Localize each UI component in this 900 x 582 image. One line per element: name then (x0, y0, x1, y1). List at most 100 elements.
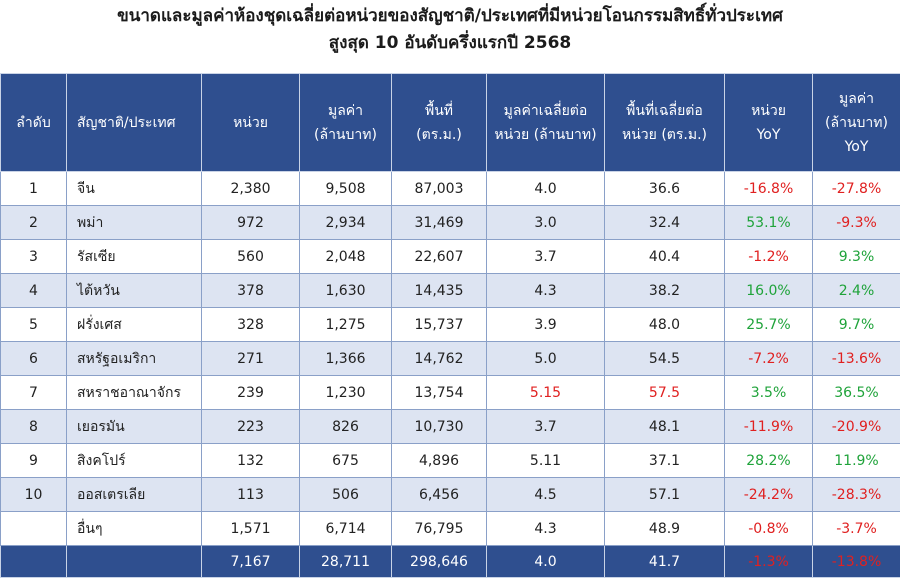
cell-value: 2,934 (299, 205, 392, 240)
cell-units-yoy: 3.5% (724, 375, 813, 410)
cell-rank: 6 (0, 341, 67, 376)
cell-country: อื่นๆ (66, 511, 202, 546)
cell-avg-value: 4.3 (486, 511, 605, 546)
cell-value-yoy: -13.6% (812, 341, 900, 376)
cell-avg-value: 5.15 (486, 375, 605, 410)
header-value: มูลค่า (ล้านบาท) (299, 73, 392, 172)
cell-units-yoy: 28.2% (724, 443, 813, 478)
cell-value: 826 (299, 409, 392, 444)
cell-value: 9,508 (299, 171, 392, 206)
cell-avg-area: 38.2 (604, 273, 725, 308)
total-rank (0, 545, 67, 578)
data-table: ลำดับ สัญชาติ/ประเทศ หน่วย มูลค่า (ล้านบา… (0, 73, 900, 578)
cell-units: 328 (201, 307, 300, 342)
cell-value: 1,630 (299, 273, 392, 308)
cell-avg-area: 57.5 (604, 375, 725, 410)
cell-avg-area: 54.5 (604, 341, 725, 376)
table-row: 5 ฝรั่งเศส 328 1,275 15,737 3.9 48.0 25.7% 9.7% (0, 307, 900, 342)
cell-rank: 4 (0, 273, 67, 308)
cell-avg-area: 48.0 (604, 307, 725, 342)
cell-value-yoy: -3.7% (812, 511, 900, 546)
header-avg-value: มูลค่าเฉลี่ยต่อ หน่วย (ล้านบาท) (486, 73, 605, 172)
cell-value: 1,275 (299, 307, 392, 342)
cell-units: 1,571 (201, 511, 300, 546)
cell-area: 76,795 (391, 511, 487, 546)
cell-units-yoy: -24.2% (724, 477, 813, 512)
cell-units: 132 (201, 443, 300, 478)
cell-rank: 10 (0, 477, 67, 512)
cell-country: จีน (66, 171, 202, 206)
cell-area: 4,896 (391, 443, 487, 478)
cell-units: 271 (201, 341, 300, 376)
table-row: 7 สหราชอาณาจักร 239 1,230 13,754 5.15 57.5 3.5%… (0, 375, 900, 410)
cell-country: ไต้หวัน (66, 273, 202, 308)
table-row: 10 ออสเตรเลีย 113 506 6,456 4.5 57.1 -24.2% -28.… (0, 477, 900, 512)
cell-value-yoy: 2.4% (812, 273, 900, 308)
cell-value: 675 (299, 443, 392, 478)
cell-value-yoy: 9.3% (812, 239, 900, 274)
table-row: 1 จีน 2,380 9,508 87,003 4.0 36.6 -16.8% -27.8% (0, 171, 900, 206)
cell-country: ฝรั่งเศส (66, 307, 202, 342)
cell-rank: 5 (0, 307, 67, 342)
cell-value-yoy: -20.9% (812, 409, 900, 444)
cell-rank: 7 (0, 375, 67, 410)
cell-rank: 8 (0, 409, 67, 444)
table-row: 4 ไต้หวัน 378 1,630 14,435 4.3 38.2 16.0% 2.4% (0, 273, 900, 308)
cell-value-yoy: -9.3% (812, 205, 900, 240)
header-area: พื้นที่ (ตร.ม.) (391, 73, 487, 172)
header-units: หน่วย (201, 73, 300, 172)
total-value-yoy: -13.8% (812, 545, 900, 578)
table-row: 9 สิงคโปร์ 132 675 4,896 5.11 37.1 28.2% 11.9% (0, 443, 900, 478)
cell-value-yoy: -28.3% (812, 477, 900, 512)
cell-avg-area: 57.1 (604, 477, 725, 512)
cell-value-yoy: 9.7% (812, 307, 900, 342)
cell-avg-area: 32.4 (604, 205, 725, 240)
cell-area: 87,003 (391, 171, 487, 206)
cell-country: รัสเซีย (66, 239, 202, 274)
cell-avg-value: 5.0 (486, 341, 605, 376)
cell-units: 113 (201, 477, 300, 512)
table-row: 2 พม่า 972 2,934 31,469 3.0 32.4 53.1% -9.3% (0, 205, 900, 240)
page-title: ขนาดและมูลค่าห้องชุดเฉลี่ยต่อหน่วยของสัญ… (0, 0, 900, 57)
cell-country: ออสเตรเลีย (66, 477, 202, 512)
cell-area: 22,607 (391, 239, 487, 274)
cell-value: 2,048 (299, 239, 392, 274)
cell-units-yoy: 16.0% (724, 273, 813, 308)
cell-avg-value: 3.9 (486, 307, 605, 342)
total-units-yoy: -1.3% (724, 545, 813, 578)
cell-units-yoy: -1.2% (724, 239, 813, 274)
cell-rank: 2 (0, 205, 67, 240)
cell-value: 506 (299, 477, 392, 512)
cell-units: 560 (201, 239, 300, 274)
cell-units-yoy: 25.7% (724, 307, 813, 342)
cell-units-yoy: 53.1% (724, 205, 813, 240)
cell-country: สิงคโปร์ (66, 443, 202, 478)
cell-avg-value: 3.0 (486, 205, 605, 240)
cell-units-yoy: -0.8% (724, 511, 813, 546)
cell-rank: 9 (0, 443, 67, 478)
cell-rank: 3 (0, 239, 67, 274)
cell-avg-value: 5.11 (486, 443, 605, 478)
table-row: 8 เยอรมัน 223 826 10,730 3.7 48.1 -11.9% -20.9% (0, 409, 900, 444)
cell-value: 1,366 (299, 341, 392, 376)
cell-avg-value: 4.5 (486, 477, 605, 512)
cell-avg-area: 48.1 (604, 409, 725, 444)
cell-rank (0, 511, 67, 546)
cell-units-yoy: -7.2% (724, 341, 813, 376)
cell-area: 10,730 (391, 409, 487, 444)
cell-area: 15,737 (391, 307, 487, 342)
cell-avg-area: 40.4 (604, 239, 725, 274)
header-value-yoy: มูลค่า (ล้านบาท) YoY (812, 73, 900, 172)
cell-rank: 1 (0, 171, 67, 206)
total-avg-value: 4.0 (486, 545, 605, 578)
cell-country: เยอรมัน (66, 409, 202, 444)
cell-area: 14,435 (391, 273, 487, 308)
cell-value: 1,230 (299, 375, 392, 410)
cell-value-yoy: 36.5% (812, 375, 900, 410)
cell-avg-value: 3.7 (486, 239, 605, 274)
cell-units: 239 (201, 375, 300, 410)
total-value: 28,711 (299, 545, 392, 578)
cell-units: 378 (201, 273, 300, 308)
cell-area: 14,762 (391, 341, 487, 376)
cell-avg-area: 37.1 (604, 443, 725, 478)
